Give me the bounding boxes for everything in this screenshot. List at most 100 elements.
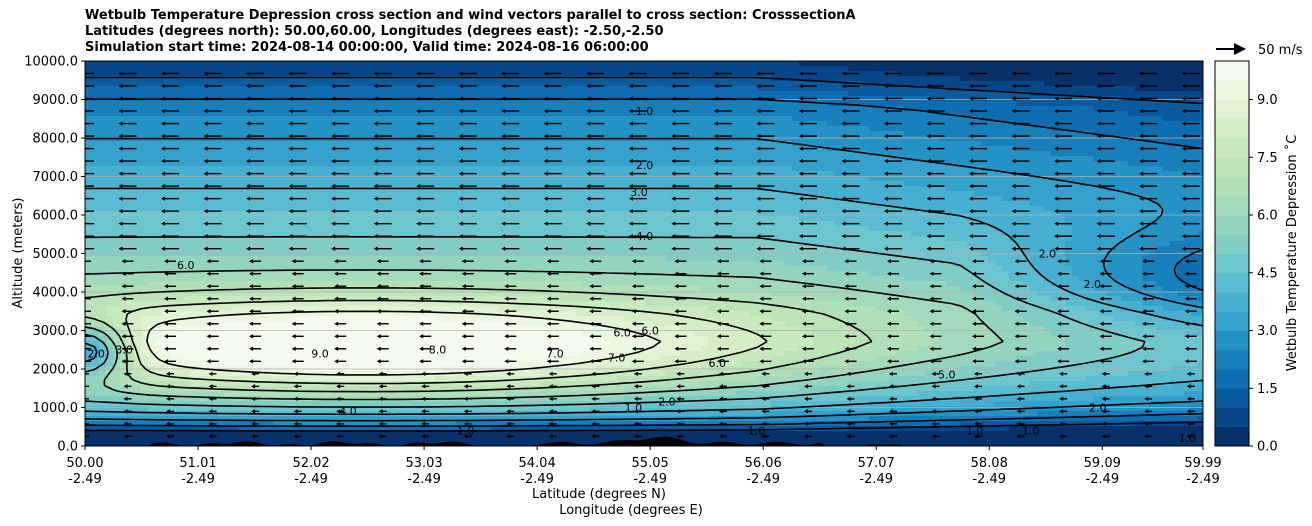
wind-arrowhead bbox=[463, 371, 468, 377]
wind-arrowhead bbox=[331, 108, 336, 114]
wind-arrowhead bbox=[671, 208, 676, 214]
wind-arrowhead bbox=[458, 208, 463, 214]
wind-arrowhead bbox=[118, 196, 123, 201]
wind-arrowhead bbox=[1139, 83, 1144, 89]
wind-arrowhead bbox=[288, 158, 293, 164]
wind-arrowhead bbox=[336, 434, 341, 439]
contour-line bbox=[125, 299, 768, 385]
wind-arrowhead bbox=[798, 246, 803, 251]
wind-arrowhead bbox=[1011, 121, 1016, 126]
wind-arrowhead bbox=[334, 284, 339, 289]
contour-label: 1.0 bbox=[966, 424, 984, 437]
colorbar-tick-label: 7.5 bbox=[1257, 151, 1278, 166]
wind-arrowhead bbox=[336, 409, 341, 414]
wind-arrowhead bbox=[969, 196, 974, 201]
x-tick-label-lat: 59.99 bbox=[1184, 456, 1221, 471]
x-tick-label-lon: -2.49 bbox=[1085, 472, 1119, 487]
wind-arrowhead bbox=[249, 309, 254, 314]
wind-arrowhead bbox=[419, 271, 424, 276]
colorbar-segment bbox=[1215, 157, 1249, 177]
colorbar-tick-label: 1.5 bbox=[1257, 382, 1278, 397]
wind-arrowhead bbox=[203, 96, 208, 101]
wind-arrowhead bbox=[676, 409, 681, 414]
wind-arrowhead bbox=[798, 221, 803, 226]
wind-arrowhead bbox=[713, 71, 718, 76]
wind-arrowhead bbox=[671, 183, 676, 189]
contour-label: 4.0 bbox=[339, 405, 357, 418]
wind-arrowhead bbox=[798, 121, 803, 126]
wind-arrowhead bbox=[334, 321, 339, 326]
wind-arrowhead bbox=[331, 183, 336, 189]
wind-arrowhead bbox=[716, 296, 721, 301]
wind-arrowhead bbox=[628, 208, 633, 214]
contour-label: 2.0 bbox=[1083, 278, 1101, 291]
wind-arrowhead bbox=[931, 384, 936, 389]
wind-arrowhead bbox=[591, 421, 596, 427]
wind-arrowhead bbox=[1059, 396, 1064, 402]
wind-arrowhead bbox=[1014, 309, 1019, 314]
wind-arrowhead bbox=[969, 121, 974, 126]
wind-arrowhead bbox=[548, 371, 553, 377]
wind-arrowhead bbox=[1011, 133, 1016, 139]
wind-arrowhead bbox=[208, 434, 213, 439]
wind-arrowhead bbox=[291, 309, 296, 314]
wind-arrowhead bbox=[373, 108, 378, 114]
wind-arrowhead bbox=[1139, 196, 1144, 201]
wind-arrowhead bbox=[293, 396, 298, 402]
wind-arrowhead bbox=[1057, 259, 1062, 264]
wind-arrowhead bbox=[884, 133, 889, 139]
colorbar-segment bbox=[1215, 292, 1249, 312]
wind-arrowhead bbox=[331, 196, 336, 201]
wind-arrowhead bbox=[501, 83, 506, 89]
wind-arrowhead bbox=[76, 234, 80, 238]
colorbar-segment bbox=[1215, 118, 1249, 139]
wind-arrowhead bbox=[718, 384, 723, 389]
wind-arrowhead bbox=[291, 259, 296, 264]
wind-arrowhead bbox=[419, 296, 424, 301]
wind-arrowhead bbox=[1144, 396, 1149, 402]
wind-arrowhead bbox=[713, 208, 718, 214]
wind-arrowhead bbox=[1181, 108, 1186, 114]
x-tick-label-lon: -2.49 bbox=[407, 472, 441, 487]
wind-arrowhead bbox=[458, 83, 463, 89]
wind-arrowhead bbox=[1139, 233, 1144, 239]
wind-arrowhead bbox=[288, 96, 293, 101]
y-tick-label: 5000.0 bbox=[33, 247, 79, 262]
wind-arrowhead bbox=[1181, 133, 1186, 139]
wind-arrowhead bbox=[376, 334, 381, 339]
colorbar-segment bbox=[1215, 138, 1249, 158]
wind-arrowhead bbox=[79, 322, 83, 326]
wind-arrowhead bbox=[1099, 346, 1104, 351]
wind-arrowhead bbox=[931, 396, 936, 402]
wind-arrowhead bbox=[591, 384, 596, 389]
colorbar-segment bbox=[1215, 176, 1249, 197]
wind-arrowhead bbox=[249, 284, 254, 289]
wind-arrowhead bbox=[718, 371, 723, 377]
wind-arrowhead bbox=[416, 171, 421, 176]
wind-arrowhead bbox=[884, 208, 889, 214]
wind-arrowhead bbox=[1142, 296, 1147, 301]
chart-title-line-1: Wetbulb Temperature Depression cross sec… bbox=[85, 8, 856, 23]
wind-arrowhead bbox=[1139, 171, 1144, 176]
wind-arrowhead bbox=[463, 434, 468, 439]
wind-arrowhead bbox=[887, 309, 892, 314]
terrain-fill bbox=[85, 436, 1203, 446]
wind-arrowhead bbox=[676, 434, 681, 439]
wind-arrowhead bbox=[331, 221, 336, 226]
wind-arrowhead bbox=[586, 96, 591, 101]
wind-arrowhead bbox=[288, 233, 293, 239]
wind-arrowhead bbox=[161, 196, 166, 201]
wind-arrowhead bbox=[461, 334, 466, 339]
contour-label: 6.0 bbox=[613, 326, 631, 339]
wind-arrowhead bbox=[164, 259, 169, 264]
wind-arrowhead bbox=[718, 434, 723, 439]
wind-arrowhead bbox=[548, 421, 553, 427]
x-axis-label-latitude: Latitude (degrees N) bbox=[532, 487, 666, 502]
wind-arrowhead bbox=[713, 183, 718, 189]
contour-label: 1.0 bbox=[636, 105, 654, 118]
wind-arrowhead bbox=[761, 396, 766, 402]
wind-arrowhead bbox=[1096, 121, 1101, 126]
wind-arrowhead bbox=[628, 108, 633, 114]
wind-arrowhead bbox=[929, 296, 934, 301]
wind-arrowhead bbox=[458, 71, 463, 76]
